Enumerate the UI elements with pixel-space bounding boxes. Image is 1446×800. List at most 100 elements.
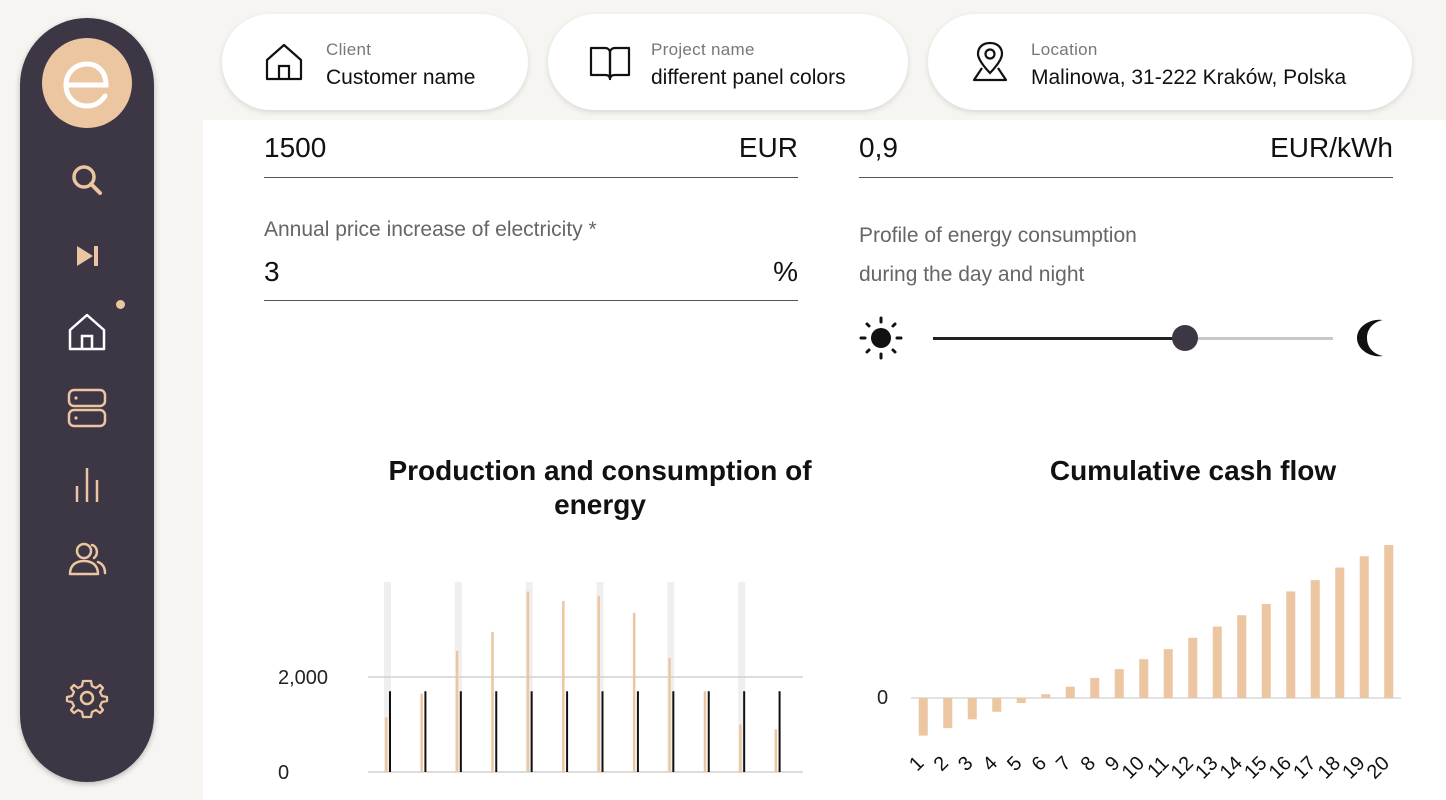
x-tick-label: 5 <box>1003 752 1026 775</box>
production-bar <box>632 612 636 772</box>
cashflow-bar <box>1261 603 1271 698</box>
cashflow-bar <box>1237 615 1247 698</box>
consumption-bar <box>459 691 462 772</box>
home-icon[interactable] <box>65 310 109 354</box>
cashflow-bar <box>943 698 953 729</box>
cashflow-bar <box>1163 649 1173 698</box>
search-icon[interactable] <box>65 158 109 202</box>
logo-e-icon <box>63 61 109 109</box>
client-card[interactable]: Client Customer name <box>222 14 528 110</box>
cashflow-bar <box>1286 591 1296 698</box>
sun-icon <box>859 316 903 360</box>
book-icon <box>588 40 632 84</box>
bar-chart-icon[interactable] <box>65 462 109 506</box>
price-field-unit: EUR <box>738 132 798 163</box>
map-pin-icon <box>968 40 1012 84</box>
production-bar <box>597 596 600 772</box>
production-bar <box>562 601 565 772</box>
consumption-bar <box>743 691 746 772</box>
energy-price-unit: EUR/kWh <box>1270 132 1393 163</box>
production-bar <box>739 724 742 772</box>
settings-icon[interactable] <box>65 676 109 720</box>
consumption-bar <box>424 691 427 772</box>
price-increase-unit: % <box>773 256 798 287</box>
production-bar <box>526 591 530 772</box>
consumption-bar <box>707 691 710 772</box>
slider-thumb[interactable] <box>1172 325 1198 351</box>
price-increase-underline <box>264 300 798 301</box>
consumption-bar <box>601 691 604 772</box>
cashflow-chart-title: Cumulative cash flow <box>1049 455 1337 486</box>
cashflow-bar <box>1139 659 1149 698</box>
cashflow-bar <box>1090 677 1100 698</box>
x-tick-label: 3 <box>954 752 977 775</box>
cashflow-bar <box>1188 637 1198 698</box>
production-bar <box>420 693 423 772</box>
production-bar <box>774 729 778 772</box>
project-label: Project name <box>651 40 755 59</box>
production-bar <box>703 691 707 772</box>
cashflow-bar <box>1384 545 1394 698</box>
main-panel: 1500 EUR 0,9 EUR/kWh Annual price increa… <box>203 120 1446 800</box>
users-icon[interactable] <box>65 538 109 582</box>
consumption-bar <box>672 691 675 772</box>
price-field-value[interactable]: 1500 <box>264 132 327 163</box>
price-increase-label: Annual price increase of electricity * <box>264 218 597 241</box>
client-label: Client <box>326 40 372 59</box>
y-tick-label: 0 <box>877 687 888 709</box>
consumption-bar <box>389 691 391 772</box>
sidebar <box>20 18 154 782</box>
cashflow-bar <box>1310 580 1320 698</box>
location-card[interactable]: Location Malinowa, 31-222 Kraków, Polska <box>928 14 1412 110</box>
x-tick-label: 6 <box>1028 752 1051 775</box>
energy-price-underline <box>859 177 1393 178</box>
server-icon[interactable] <box>65 386 109 430</box>
location-value: Malinowa, 31-222 Kraków, Polska <box>1031 66 1347 89</box>
profile-label: Profile of energy consumption during the… <box>859 224 1137 286</box>
production-bar <box>491 631 494 772</box>
client-value: Customer name <box>326 66 476 89</box>
x-tick-label: 20 <box>1363 752 1394 783</box>
skip-next-icon[interactable] <box>65 234 109 278</box>
cashflow-bar <box>918 698 928 736</box>
location-label: Location <box>1031 40 1098 59</box>
production-bar <box>455 650 459 772</box>
production-bar <box>385 717 388 772</box>
energy-price-value[interactable]: 0,9 <box>859 132 898 163</box>
consumption-bar <box>530 691 533 772</box>
cashflow-bar <box>1065 686 1075 698</box>
production-chart: 0 2,000 <box>278 582 803 784</box>
active-indicator-dot <box>116 300 125 309</box>
price-field-underline <box>264 177 798 178</box>
x-tick-label: 2 <box>930 752 953 775</box>
project-card[interactable]: Project name different panel colors <box>548 14 908 110</box>
y-tick-label: 0 <box>278 762 289 784</box>
cashflow-bar <box>967 698 977 720</box>
x-tick-label: 1 <box>905 752 928 775</box>
consumption-bar <box>778 691 781 772</box>
house-icon <box>262 40 306 84</box>
project-value: different panel colors <box>651 66 846 89</box>
consumption-bar <box>566 691 569 772</box>
slider-fill <box>933 337 1185 340</box>
cashflow-bar <box>1041 694 1051 698</box>
y-tick-label: 2,000 <box>278 667 328 689</box>
x-tick-label: 7 <box>1052 752 1075 775</box>
app-logo[interactable] <box>42 38 132 128</box>
production-chart-title: Production and consumption of energy <box>388 455 812 520</box>
moon-icon <box>1353 316 1397 360</box>
day-night-slider[interactable] <box>933 325 1333 353</box>
cashflow-bar <box>1212 626 1222 698</box>
cashflow-bar <box>1359 556 1369 698</box>
x-tick-label: 4 <box>979 752 1002 775</box>
consumption-bar <box>495 691 498 772</box>
cashflow-bar <box>992 698 1002 712</box>
production-bar <box>668 658 671 772</box>
cashflow-bar <box>1335 567 1345 698</box>
price-increase-value[interactable]: 3 <box>264 256 280 287</box>
consumption-bar <box>636 691 639 772</box>
cashflow-bar <box>1114 669 1124 698</box>
cashflow-bar <box>1016 698 1026 704</box>
x-tick-label: 8 <box>1077 752 1100 775</box>
